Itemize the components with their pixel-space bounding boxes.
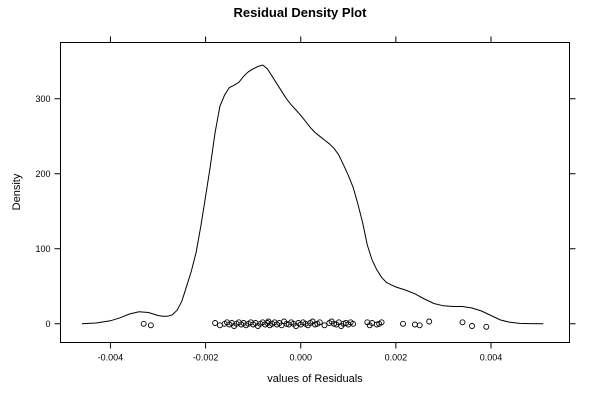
residual-point — [483, 323, 490, 330]
residual-point — [147, 322, 154, 329]
residual-point — [378, 319, 385, 326]
residual-point — [321, 322, 328, 329]
axis-ticks — [54, 36, 576, 349]
residual-point — [459, 319, 466, 326]
y-tick-label: 100 — [35, 244, 50, 254]
residual-point — [350, 320, 357, 327]
residual-point — [416, 322, 423, 329]
x-tick-label: -0.004 — [98, 353, 124, 363]
x-tick-label: 0.004 — [480, 353, 503, 363]
axis-tick-labels: -0.004 -0.002 0.000 0.002 0.004 0 100 200 300 — [35, 94, 502, 363]
y-tick-label: 200 — [35, 169, 50, 179]
y-tick-label: 300 — [35, 94, 50, 104]
rug-layer — [140, 318, 490, 330]
residual-point — [312, 321, 318, 328]
series-layer — [81, 64, 544, 325]
residual-point — [400, 320, 406, 327]
x-axis-label: values of Residuals — [267, 373, 363, 385]
residual-point — [469, 323, 475, 329]
y-axis-label: Density — [11, 173, 23, 210]
chart-title: Residual Density Plot — [234, 5, 368, 20]
residual-point — [373, 321, 380, 328]
residual-point — [426, 318, 433, 325]
residual-point — [411, 321, 418, 328]
plot-frame — [60, 42, 570, 343]
x-tick-label: 0.002 — [385, 353, 408, 363]
residual-point — [316, 319, 323, 326]
x-tick-label: -0.002 — [193, 353, 219, 363]
density-curve — [81, 64, 544, 325]
residual-point — [212, 320, 219, 326]
residual-point — [140, 320, 147, 327]
residual-point — [216, 322, 223, 329]
y-tick-label: 0 — [45, 319, 50, 329]
x-tick-label: 0.000 — [289, 353, 312, 363]
